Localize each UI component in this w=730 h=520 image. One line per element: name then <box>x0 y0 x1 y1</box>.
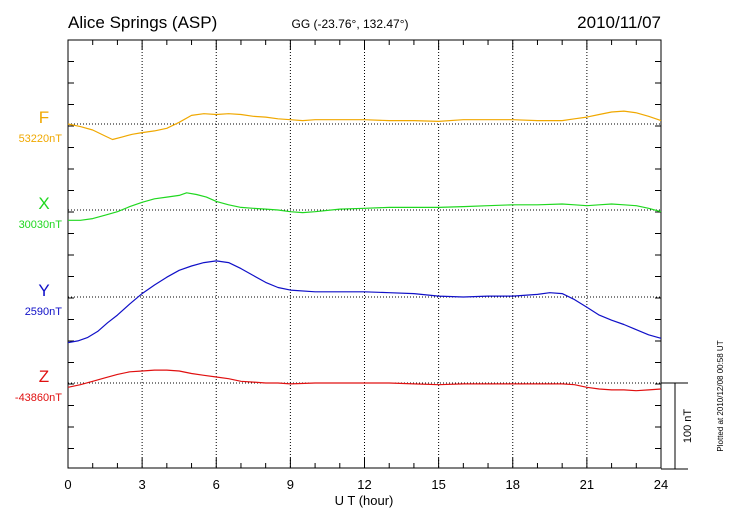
series-name-f: F <box>39 108 49 127</box>
series-lines <box>67 110 662 392</box>
x-tick-label: 6 <box>213 477 220 492</box>
x-tick-label: 12 <box>357 477 371 492</box>
x-tick-label: 21 <box>580 477 594 492</box>
series-name-z: Z <box>39 367 49 386</box>
scale-bar: 100 nT <box>661 382 694 470</box>
series-line-y <box>67 260 662 344</box>
series-name-x: X <box>38 194 49 213</box>
axis-ticks <box>67 40 662 468</box>
grid-lines <box>141 40 588 468</box>
x-tick-label: 0 <box>64 477 71 492</box>
series-baseline-x: 30030nT <box>19 219 63 231</box>
x-axis-label: U T (hour) <box>335 493 394 508</box>
series-baseline-y: 2590nT <box>25 306 63 318</box>
series-baseline-z: -43860nT <box>15 392 62 404</box>
x-tick-label: 9 <box>287 477 294 492</box>
series-name-y: Y <box>38 281 49 300</box>
station-coordinates: GG (-23.76°, 132.47°) <box>292 17 409 31</box>
plot-frame <box>67 39 662 469</box>
series-labels: F 53220nT X 30030nT Y 2590nT Z -43860nT <box>15 108 62 404</box>
scale-bar-label: 100 nT <box>682 409 694 444</box>
chart-date: 2010/11/07 <box>577 13 661 32</box>
x-tick-labels: 0 3 6 9 12 15 18 21 24 <box>64 477 668 492</box>
series-line-x <box>68 192 662 221</box>
series-baseline-f: 53220nT <box>19 133 63 145</box>
chart-title: Alice Springs (ASP) <box>68 13 217 32</box>
x-tick-label: 3 <box>139 477 146 492</box>
plot-timestamp: Plotted at 2010/12/08 00:58 UT <box>716 340 725 451</box>
series-line-z <box>67 369 662 392</box>
x-tick-label: 18 <box>506 477 520 492</box>
x-tick-label: 15 <box>431 477 445 492</box>
series-line-f <box>67 110 662 141</box>
x-tick-label: 24 <box>654 477 668 492</box>
